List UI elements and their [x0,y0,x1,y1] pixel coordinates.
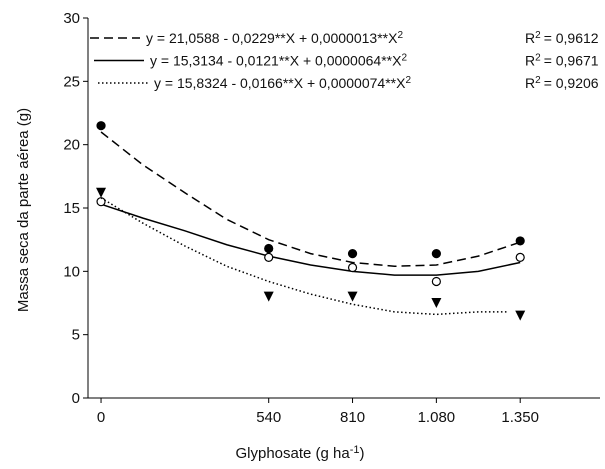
point [347,262,358,273]
y-tick-label: 15 [63,200,80,217]
fit-curve [100,203,521,276]
legend-equation-sup: 2 [401,53,407,64]
x-tick-label: 810 [340,409,365,426]
legend-r2-value: = 0,9206 [544,75,599,91]
y-tick-label: 25 [63,73,80,90]
point [347,249,358,259]
point [96,187,107,198]
point [264,243,274,254]
legend-label: y = 21,0588 - 0,0229**X + 0,0000013**X2 [146,30,403,46]
legend-r2-label: R [525,30,535,46]
y-tick-label: 10 [63,263,80,280]
legend-r2-label: R [525,53,535,69]
legend-label: y = 15,8324 - 0,0166**X + 0,0000074**X2 [154,75,411,91]
fit-curve [100,131,521,268]
point [431,276,441,287]
point [263,291,274,302]
point [96,197,106,207]
point [515,236,525,246]
fit-curve [100,197,508,316]
point [515,252,525,262]
legend-equation: y = 15,3134 - 0,0121**X + 0,0000064**X [150,53,402,69]
point [264,252,274,262]
legend-r2-sup: 2 [535,75,541,86]
y-tick-label: 5 [72,327,80,344]
legend-r2-value: = 0,9612 [544,30,599,46]
y-tick-label: 30 [63,10,80,27]
legend-r2-sup: 2 [535,53,541,64]
legend-label: y = 15,3134 - 0,0121**X + 0,0000064**X2 [150,53,407,69]
legend-r2-value: = 0,9671 [544,53,599,69]
legend-r2: R2 = 0,9671 [525,53,599,69]
x-tick-label: 1.080 [418,409,456,426]
point [431,249,441,259]
y-tick-label: 0 [72,390,80,407]
legend-r2-label: R [525,75,535,91]
y-axis-label: Massa seca da parte aérea (g) [15,108,32,312]
point [515,310,526,321]
x-tick-label: 540 [256,409,281,426]
legend-equation-sup: 2 [397,30,403,41]
y-tick-label: 20 [63,137,80,154]
x-tick-label: 1.350 [501,409,539,426]
x-axis-label: Glyphosate (g ha-1) [235,444,364,462]
x-tick-label: 0 [97,409,105,426]
legend-r2: R2 = 0,9612 [525,30,599,46]
legend-r2: R2 = 0,9206 [525,75,599,91]
legend-r2-sup: 2 [535,30,541,41]
point [96,121,106,131]
legend-equation-sup: 2 [405,75,411,86]
point [431,298,442,308]
legend-equation: y = 15,8324 - 0,0166**X + 0,0000074**X [154,75,406,91]
legend-equation: y = 21,0588 - 0,0229**X + 0,0000013**X [146,30,398,46]
point [347,291,358,302]
